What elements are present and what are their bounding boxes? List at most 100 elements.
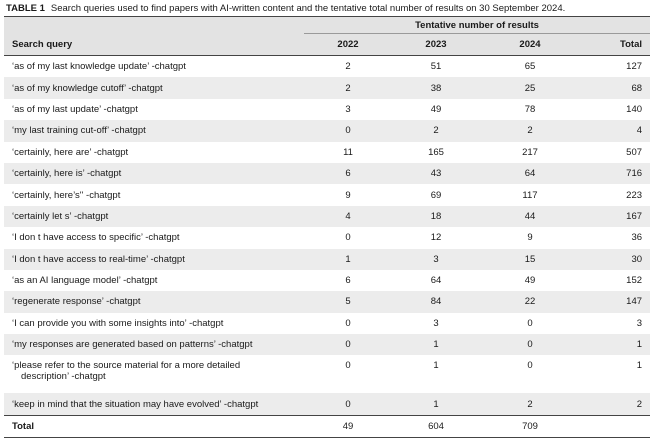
count-2023-cell: 69 [430,189,442,201]
count-2023-cell: 84 [392,291,480,313]
count-2024-cell: 44 [480,205,580,228]
header-row-group: Tentative number of results [4,16,651,34]
table-row: ‘I can provide you with some insights in… [4,313,650,334]
count-2023-cell: 51 [430,61,442,73]
count-2023-cell: 3 [392,248,480,270]
query-cell: ‘as an AI language model’ -chatgpt [12,275,158,287]
count-2023-cell: 2 [392,120,480,142]
table-row: ‘as an AI language model’ -chatgpt 6 64 … [4,270,650,291]
query-cell: ‘please refer to the source material for… [4,355,304,393]
count-2022-cell: 0 [304,334,392,356]
total-cell: 507 [626,146,643,158]
count-2022-cell: 9 [345,189,351,201]
count-2023-cell: 18 [392,205,480,228]
column-header-2022: 2022 [304,33,392,56]
query-text-continued: description’ -chatgpt [21,371,106,383]
count-2022-cell: 2 [345,61,351,73]
total-cell: 68 [580,77,651,99]
query-cell: ‘certainly, here’s'' -chatgpt [12,189,121,201]
count-2022-cell: 0 [345,317,351,329]
count-2023-cell: 1 [433,360,439,372]
count-2024-cell: 65 [524,61,536,73]
count-2024-cell: 15 [480,248,580,270]
table-row: ‘I don t have access to specific’ -chatg… [4,227,650,248]
count-2022-cell: 6 [345,275,351,287]
total-cell: 140 [626,103,643,115]
count-2024-cell: 49 [524,275,536,287]
query-cell: ‘regenerate response’ -chatgpt [4,291,304,313]
query-cell: ‘my last training cut-off’ -chatgpt [4,120,304,142]
results-table: Tentative number of results Search query… [4,16,651,438]
header-row: Search query 2022 2023 2024 Total [4,33,651,56]
total-2024-cell: 709 [480,414,580,438]
table-row: ‘my last training cut-off’ -chatgpt 0 2 … [4,120,651,142]
count-2024-cell: 25 [480,77,580,99]
query-cell: ‘certainly, here is’ -chatgpt [4,162,304,185]
query-cell: ‘as of my last knowledge update’ -chatgp… [12,61,186,73]
count-2022-cell: 4 [304,205,392,228]
table-label: TABLE 1 [6,3,45,14]
total-cell: 36 [631,232,643,244]
query-cell: ‘I can provide you with some insights in… [12,317,224,329]
table-row: ‘as of my knowledge cutoff’ -chatgpt 2 3… [4,77,651,99]
total-cell: 4 [580,120,651,142]
count-2022-cell: 1 [304,248,392,270]
table-row: ‘regenerate response’ -chatgpt 5 84 22 1… [4,291,651,313]
query-cell: ‘keep in mind that the situation may hav… [4,393,304,416]
total-cell: 223 [626,189,643,201]
total-2022-cell: 49 [304,414,392,438]
count-2022-cell: 0 [345,232,351,244]
column-header-query: Search query [4,33,304,56]
count-2022-cell: 0 [345,360,351,372]
query-cell: ‘as of my knowledge cutoff’ -chatgpt [4,77,304,99]
column-header-2024: 2024 [480,33,580,56]
query-cell: ‘my responses are generated based on pat… [4,334,304,356]
total-cell: 1 [580,334,651,356]
table-row: ‘keep in mind that the situation may hav… [4,393,651,416]
query-cell: ‘certainly let s’ -chatgpt [4,205,304,228]
count-2024-cell: 9 [527,232,533,244]
table-row: ‘as of my last update’ -chatgpt 3 49 78 … [4,99,650,120]
query-cell: ‘I don t have access to real-time’ -chat… [4,248,304,270]
query-cell: ‘I don t have access to specific’ -chatg… [12,232,180,244]
total-cell: 1 [636,360,643,372]
count-2022-cell: 2 [304,77,392,99]
count-2022-cell: 5 [304,291,392,313]
total-row: Total 49 604 709 [4,414,651,438]
count-2023-cell: 64 [430,275,442,287]
count-2024-cell: 117 [522,189,538,201]
count-2023-cell: 49 [430,103,442,115]
count-2024-cell: 0 [527,317,533,329]
count-2024-cell: 217 [522,146,538,158]
total-cell: 30 [580,248,651,270]
caption-text: Search queries used to find papers with … [50,3,566,14]
column-header-total: Total [580,33,651,56]
table-row: ‘certainly, here is’ -chatgpt 6 43 64 71… [4,162,651,185]
count-2024-cell: 64 [480,162,580,185]
count-2023-cell: 1 [392,334,480,356]
count-2022-cell: 0 [304,393,392,416]
table-row: ‘my responses are generated based on pat… [4,334,651,356]
count-2023-cell: 43 [392,162,480,185]
count-2022-cell: 11 [343,146,353,158]
count-2023-cell: 12 [430,232,442,244]
table-row: ‘as of my last knowledge update’ -chatgp… [4,56,650,78]
total-2023-cell: 604 [392,414,480,438]
count-2023-cell: 1 [392,393,480,416]
table-row: ‘certainly, here’s'' -chatgpt 9 69 117 2… [4,184,650,205]
count-2022-cell: 6 [304,162,392,185]
total-cell: 152 [626,275,643,287]
grand-total-cell [580,414,651,438]
count-2024-cell: 22 [480,291,580,313]
query-cell: ‘as of my last update’ -chatgpt [12,103,138,115]
table-caption: TABLE 1 Search queries used to find paper… [6,3,651,15]
count-2023-cell: 165 [428,146,444,158]
count-2022-cell: 3 [345,103,351,115]
count-2024-cell: 78 [524,103,536,115]
count-2024-cell: 0 [480,334,580,356]
count-2024-cell: 2 [480,120,580,142]
total-cell: 167 [580,205,651,228]
table-row: ‘certainly, here are’ -chatgpt 11 165 21… [4,142,650,163]
count-2024-cell: 0 [527,360,533,372]
table-row: ‘please refer to the source material for… [4,355,650,393]
